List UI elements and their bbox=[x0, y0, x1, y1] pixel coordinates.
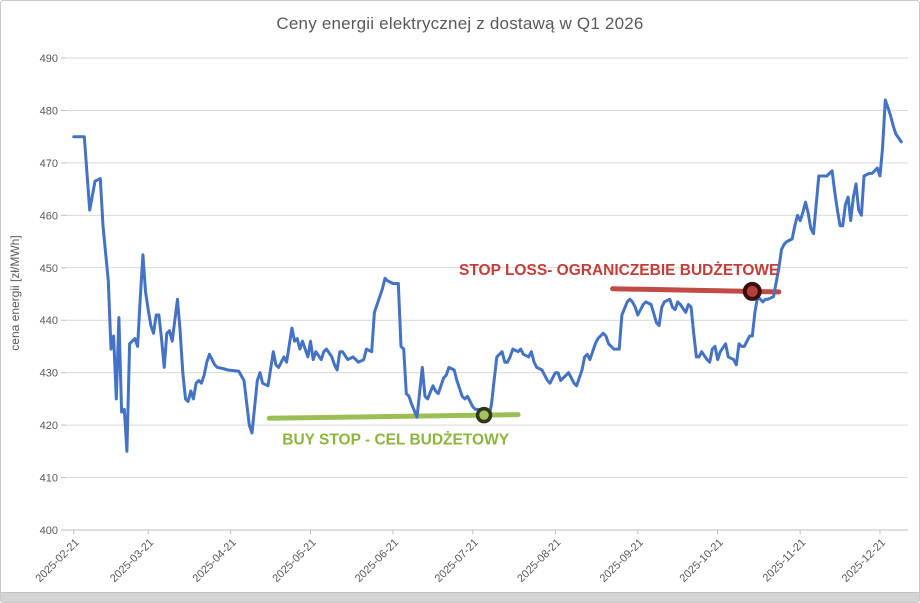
y-tick-label: 460 bbox=[40, 210, 58, 222]
y-tick-label: 490 bbox=[40, 53, 58, 65]
chart-title: Ceny energii elektrycznej z dostawą w Q1… bbox=[276, 14, 644, 33]
buy-stop-label: BUY STOP - CEL BUDŻETOWY bbox=[282, 431, 509, 448]
y-tick-label: 430 bbox=[40, 368, 58, 380]
y-tick-label: 410 bbox=[40, 473, 58, 485]
x-tick-label: 2025-06-21 bbox=[353, 537, 401, 585]
y-tick-label: 400 bbox=[40, 525, 58, 537]
x-tick-label: 2025-11-21 bbox=[761, 537, 809, 585]
x-tick-label: 2025-08-21 bbox=[515, 537, 563, 585]
horizontal-scrollbar-track[interactable] bbox=[1, 592, 919, 602]
y-tick-label: 450 bbox=[40, 263, 58, 275]
x-tick-label: 2025-04-21 bbox=[191, 537, 239, 585]
y-tick-labels: 400 410 420 430 440 450 460 470 480 490 bbox=[40, 53, 58, 537]
x-tick-label: 2025-05-21 bbox=[270, 537, 318, 585]
buy-stop-marker bbox=[475, 406, 493, 424]
y-tick-label: 480 bbox=[40, 105, 58, 117]
x-tick-label: 2025-07-21 bbox=[433, 537, 481, 585]
stop-loss-marker bbox=[742, 281, 762, 301]
plot-area: 400 410 420 430 440 450 460 470 480 490 2025-02-21… bbox=[34, 53, 908, 585]
y-tick-label: 470 bbox=[40, 158, 58, 170]
y-tick-label: 440 bbox=[40, 315, 58, 327]
y-gridlines bbox=[66, 57, 908, 479]
y-tick-label: 420 bbox=[40, 420, 58, 432]
price-line-series bbox=[72, 98, 903, 453]
x-tick-labels: 2025-02-21 2025-03-21 2025-04-21 2025-05-21… bbox=[34, 537, 889, 585]
x-tick-label: 2025-09-21 bbox=[598, 537, 646, 585]
stop-loss-label: STOP LOSS- OGRANICZEBIE BUDŻETOWE bbox=[459, 262, 779, 279]
x-tick-label: 2025-03-21 bbox=[108, 537, 156, 585]
x-tick-label: 2025-12-21 bbox=[840, 537, 888, 585]
x-tick-label: 2025-02-21 bbox=[34, 537, 82, 585]
x-tick-label: 2025-10-21 bbox=[678, 537, 726, 585]
